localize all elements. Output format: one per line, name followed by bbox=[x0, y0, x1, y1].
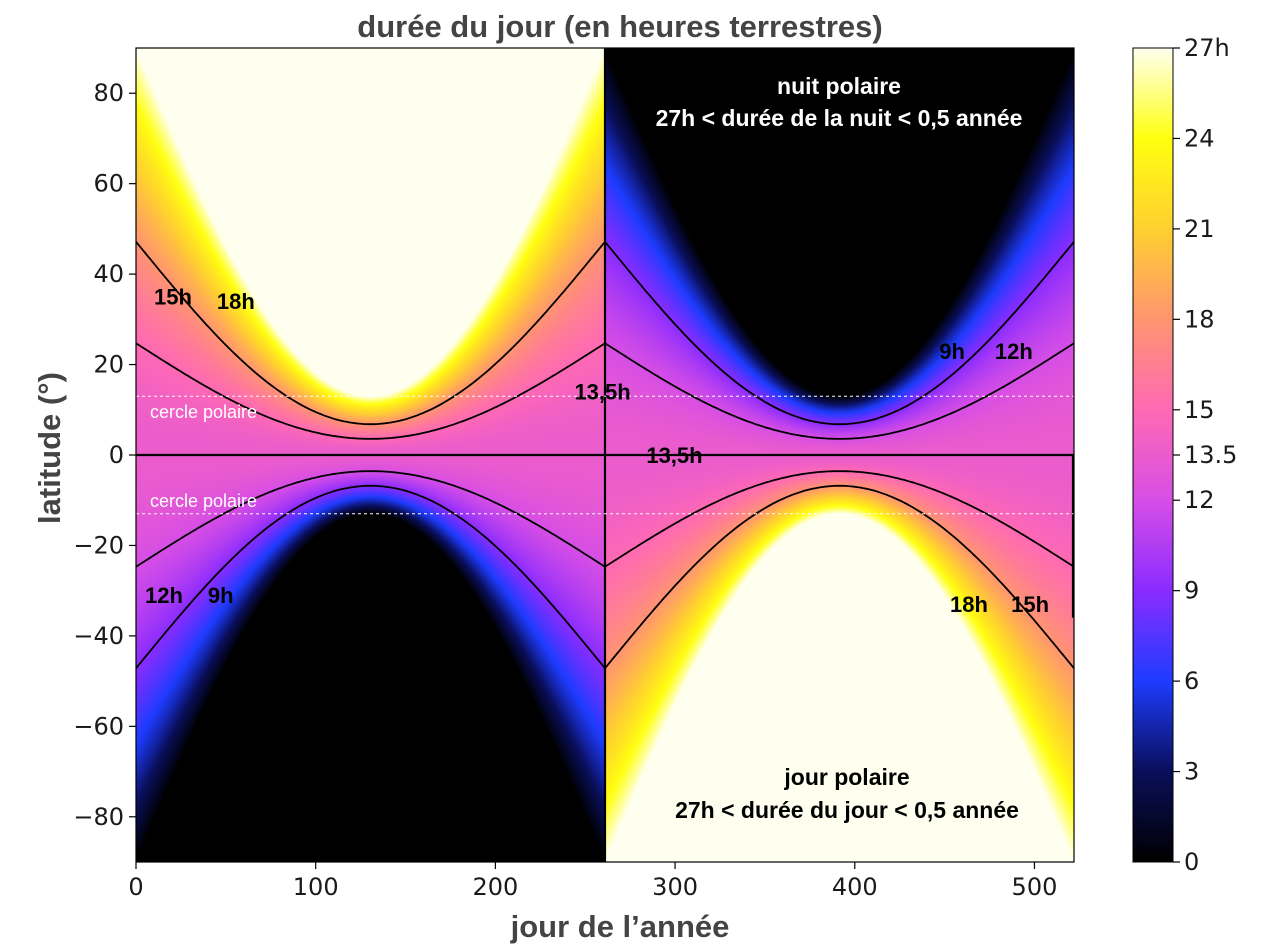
contour-label: 18h bbox=[217, 289, 255, 314]
contour-lines bbox=[136, 48, 1074, 862]
annotation-polar-night: nuit polaire 27h < durée de la nuit < 0,… bbox=[656, 73, 1023, 131]
x-tick-label: 100 bbox=[293, 873, 339, 901]
polar-circle-lines bbox=[136, 395, 1074, 515]
y-axis-title: latitude (°) bbox=[32, 372, 67, 524]
y-tick-label: −20 bbox=[73, 531, 124, 559]
x-tick-label: 200 bbox=[472, 873, 518, 901]
contour-12h bbox=[604, 342, 1074, 440]
y-tick-label: 60 bbox=[93, 170, 124, 198]
y-tick-label: 80 bbox=[93, 79, 124, 107]
polar-night-title: nuit polaire bbox=[777, 73, 901, 99]
y-tick-label: 40 bbox=[93, 260, 124, 288]
contour-18h bbox=[604, 484, 1074, 669]
polar-circle-label-south: cercle polaire bbox=[150, 491, 257, 511]
colorbar-tick-label: 27h bbox=[1184, 34, 1230, 62]
polar-day-text: 27h < durée du jour < 0,5 année bbox=[675, 797, 1019, 823]
polar-circle-label-north: cercle polaire bbox=[150, 402, 257, 422]
colorbar-ticks: 27h 24 21 18 15 13.5 12 9 6 3 0 bbox=[1173, 34, 1237, 876]
y-axis: 80 60 40 20 0 −20 −40 −60 −80 bbox=[73, 79, 136, 831]
y-tick-label: −60 bbox=[73, 712, 124, 740]
contour-label: 9h bbox=[208, 583, 234, 608]
colorbar-tick-label: 6 bbox=[1184, 667, 1199, 695]
colorbar-tick-label: 24 bbox=[1184, 124, 1215, 152]
colorbar-tick-label: 0 bbox=[1184, 848, 1199, 876]
x-tick-label: 500 bbox=[1012, 873, 1058, 901]
contour-label: 12h bbox=[145, 583, 183, 608]
title-background bbox=[366, 6, 872, 46]
y-tick-label: −40 bbox=[73, 622, 124, 650]
contour-labels: 15h 18h 12h 9h 9h 12h 18h 15h 13,5h 13,5h bbox=[145, 285, 1049, 618]
contour-label: 13,5h bbox=[574, 380, 630, 405]
y-tick-label: −80 bbox=[73, 803, 124, 831]
colorbar-tick-label: 9 bbox=[1184, 577, 1199, 605]
y-tick-label: 20 bbox=[93, 351, 124, 379]
contour-label: 13,5h bbox=[646, 443, 702, 468]
colorbar-tick-label: 12 bbox=[1184, 486, 1215, 514]
contour-label: 18h bbox=[950, 592, 988, 617]
contour-label: 9h bbox=[939, 339, 965, 364]
polar-day-title: jour polaire bbox=[783, 764, 909, 790]
colorbar-gradient bbox=[1132, 47, 1174, 863]
contour-15h bbox=[604, 470, 1074, 568]
y-tick-label: 0 bbox=[109, 441, 124, 469]
contour-label: 12h bbox=[995, 339, 1033, 364]
x-axis-title: jour de l’année bbox=[510, 909, 730, 944]
colorbar-tick-label: 3 bbox=[1184, 758, 1199, 786]
annotation-polar-day: jour polaire 27h < durée du jour < 0,5 a… bbox=[675, 764, 1019, 823]
x-tick-label: 0 bbox=[128, 873, 143, 901]
contour-label: 15h bbox=[1011, 592, 1049, 617]
colorbar-tick-label: 13.5 bbox=[1184, 441, 1237, 469]
colorbar: 27h 24 21 18 15 13.5 12 9 6 3 0 bbox=[1132, 34, 1237, 876]
colorbar-tick-label: 18 bbox=[1184, 305, 1215, 333]
chart-title: durée du jour (en heures terrestres) bbox=[357, 9, 882, 44]
colorbar-tick-label: 21 bbox=[1184, 215, 1215, 243]
contour-9h bbox=[136, 484, 606, 669]
x-tick-label: 300 bbox=[652, 873, 698, 901]
x-axis: 0 100 200 300 400 500 bbox=[128, 862, 1057, 901]
contour-label: 15h bbox=[154, 285, 192, 310]
plot-area bbox=[135, 47, 1075, 863]
contour-12h bbox=[136, 470, 606, 568]
colorbar-tick-label: 15 bbox=[1184, 396, 1215, 424]
polar-night-text: 27h < durée de la nuit < 0,5 année bbox=[656, 105, 1023, 131]
x-tick-label: 400 bbox=[832, 873, 878, 901]
contour-9h bbox=[604, 241, 1074, 426]
contour-18h bbox=[136, 241, 606, 426]
contour-15h bbox=[136, 342, 606, 440]
